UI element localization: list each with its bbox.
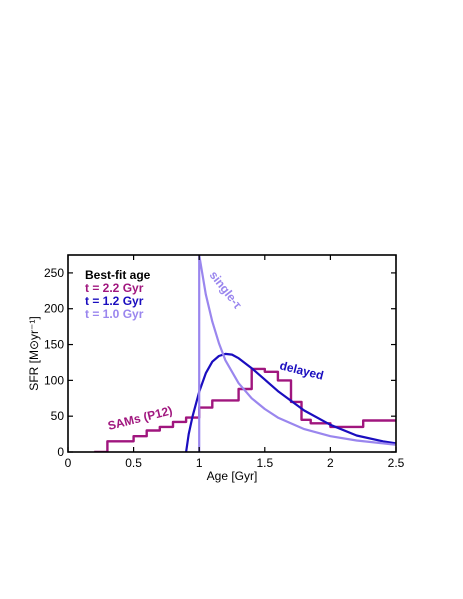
y-tick-label: 200 [44,302,64,316]
legend-entry-sams: t = 2.2 Gyr [85,281,144,295]
plot-frame [67,254,397,453]
legend-entry-single-tau: t = 1.0 Gyr [85,307,144,321]
annotation-delayed: delayed [278,358,325,382]
series-line-single-tau [198,255,396,452]
legend-entry-delayed: t = 1.2 Gyr [85,294,144,308]
x-tick-label: 2 [327,456,334,470]
legend-title: Best-fit age [85,268,151,282]
y-tick-label: 150 [44,338,64,352]
x-tick-label: 1.5 [256,456,273,470]
x-tick-label: 1 [196,456,203,470]
x-axis-label: Age [Gyr] [207,469,258,483]
x-tick-label: 0.5 [125,456,142,470]
x-tick-label: 2.5 [388,456,405,470]
series-layer [94,255,396,452]
y-tick-label: 100 [44,373,64,387]
ticks-layer: 0 0.5 1 1.5 2 2.5 0 50 100 150 200 250 [44,255,405,470]
series-line-sams [94,367,396,452]
annotation-sams: SAMs (P12) [106,403,173,433]
annotation-single-tau: single-τ [207,268,246,312]
y-axis-label: SFR [M⊙yr⁻¹] [27,316,41,390]
y-tick-label: 50 [51,409,65,423]
y-tick-label: 0 [57,445,64,459]
x-tick-label: 0 [65,456,72,470]
y-tick-label: 250 [44,266,64,280]
